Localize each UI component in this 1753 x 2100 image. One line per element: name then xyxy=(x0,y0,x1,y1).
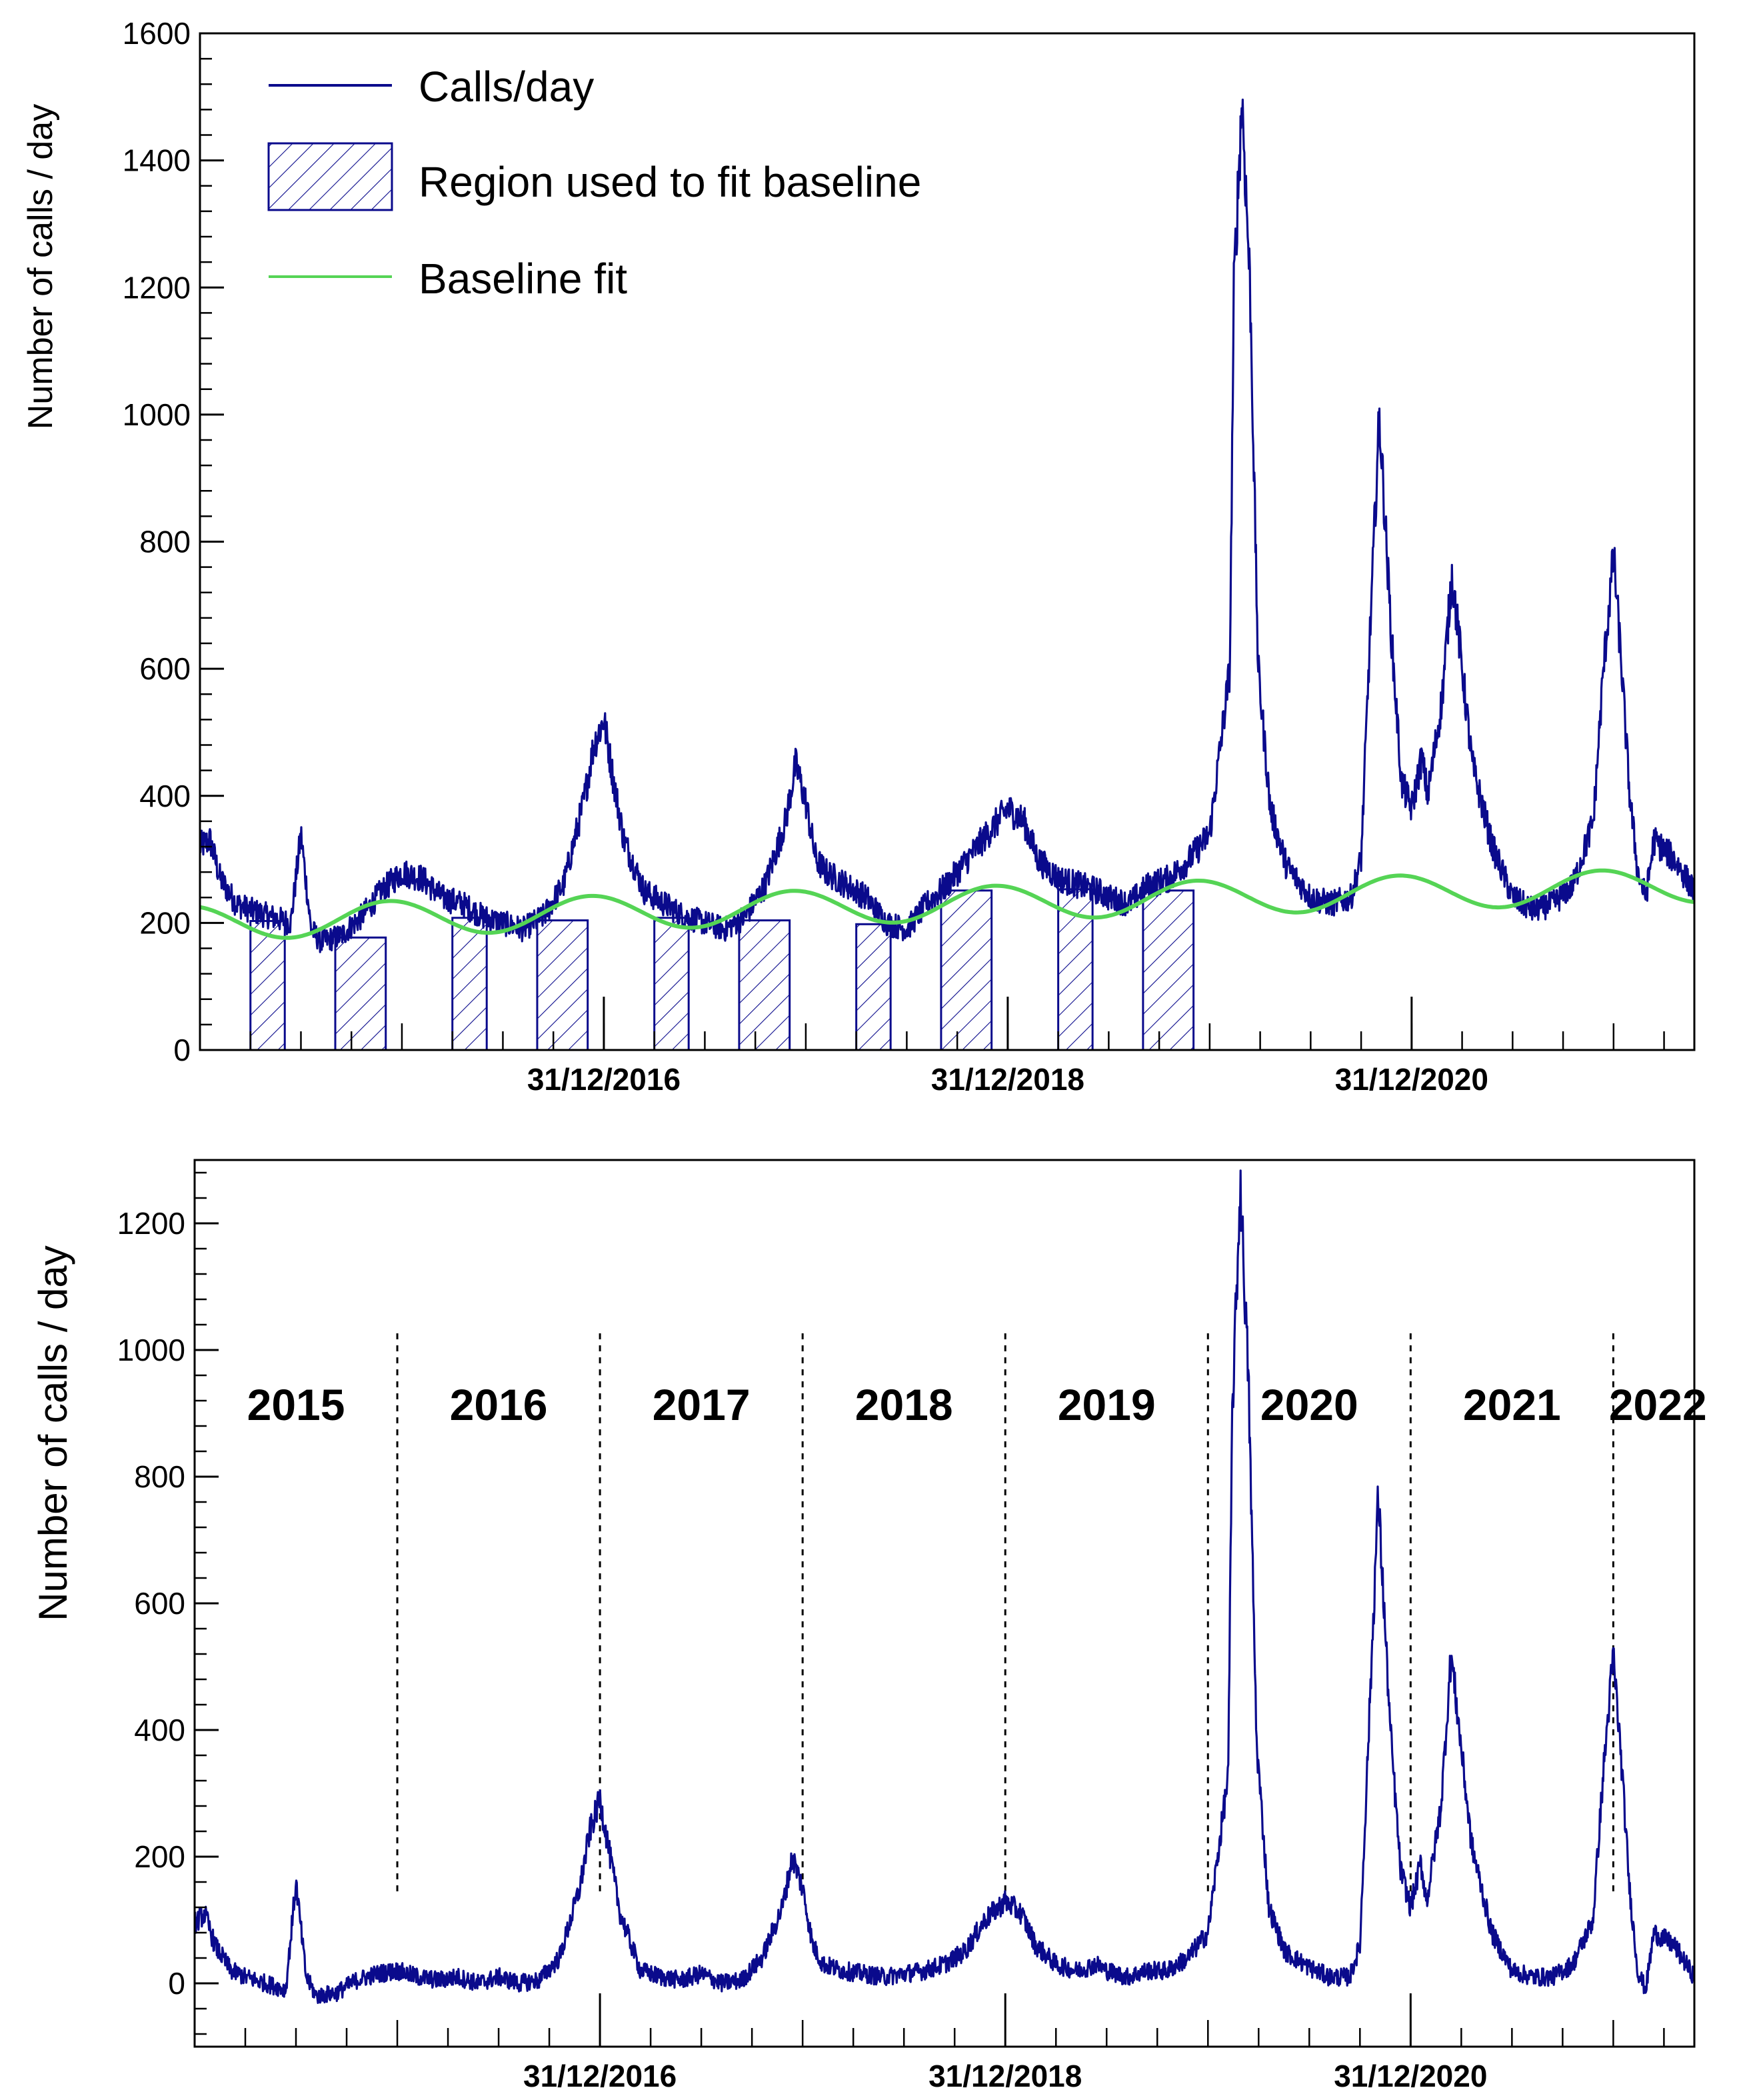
x-date-label: 31/12/2018 xyxy=(931,1062,1084,1097)
y-tick-label: 0 xyxy=(168,1966,185,2001)
x-date-label: 31/12/2016 xyxy=(523,2059,677,2093)
x-date-label: 31/12/2018 xyxy=(928,2059,1082,2093)
fit-region xyxy=(940,889,993,1051)
y-tick-label: 600 xyxy=(139,651,191,686)
year-boundaries-group xyxy=(396,1333,1614,1893)
y-tick-label: 800 xyxy=(139,525,191,559)
y-tick-label: 1200 xyxy=(117,1206,185,1241)
bottom-y-axis-title: Number of calls / day xyxy=(31,1245,75,1621)
bottom-axes-group: 0 200 400 600 800 1000 1200 31/12/2016 31/12/201… xyxy=(117,1171,1665,2093)
y-tick-label: 800 xyxy=(134,1459,185,1494)
bottom-calls-per-day-line xyxy=(195,1169,1694,2004)
year-label: 2018 xyxy=(855,1380,953,1429)
legend-hatch-swatch xyxy=(267,142,393,211)
year-label: 2017 xyxy=(653,1380,751,1429)
y-tick-label: 1200 xyxy=(123,270,191,305)
bottom-plot-frame xyxy=(193,1159,1696,2048)
y-tick-label: 600 xyxy=(134,1586,185,1621)
y-tick-label: 1600 xyxy=(123,16,191,51)
x-date-label: 31/12/2020 xyxy=(1334,2059,1487,2093)
fit-region xyxy=(451,917,488,1051)
top-axes-group: 0 200 400 600 800 1000 1200 1400 1600 31/12/2016 3… xyxy=(123,16,1665,1097)
fit-region xyxy=(738,919,791,1051)
y-tick-label: 200 xyxy=(139,905,191,940)
top-plot-frame xyxy=(199,32,1696,1051)
x-date-label: 31/12/2020 xyxy=(1335,1062,1488,1097)
y-tick-label: 0 xyxy=(173,1033,191,1067)
legend-label-calls: Calls/day xyxy=(419,63,594,111)
fit-region xyxy=(1142,889,1195,1051)
fit-region xyxy=(855,923,892,1051)
y-tick-label: 1000 xyxy=(117,1333,185,1367)
year-label: 2016 xyxy=(450,1380,548,1429)
y-tick-label: 1400 xyxy=(123,143,191,178)
y-tick-label: 400 xyxy=(134,1713,185,1747)
top-baseline-fit-line xyxy=(200,868,1694,940)
fit-region xyxy=(536,919,589,1051)
fit-regions-group xyxy=(249,888,1195,1051)
y-tick-label: 1000 xyxy=(123,397,191,432)
year-label: 2020 xyxy=(1260,1380,1358,1429)
fit-region xyxy=(653,917,690,1051)
top-calls-per-day-line xyxy=(200,98,1694,953)
bottom-panel: 2015 2016 2017 2018 2019 2020 2021 2022 0 200 400… xyxy=(31,1159,1707,2093)
year-label: 2021 xyxy=(1463,1380,1561,1429)
legend-label-fit: Baseline fit xyxy=(419,255,627,303)
fit-region xyxy=(334,936,387,1051)
year-label: 2019 xyxy=(1058,1380,1156,1429)
top-y-axis-title: Number of calls / day xyxy=(21,104,60,429)
x-date-label: 31/12/2016 xyxy=(527,1062,681,1097)
year-label: 2022 xyxy=(1609,1380,1707,1429)
fit-region xyxy=(249,920,286,1051)
year-label: 2015 xyxy=(247,1380,345,1429)
top-panel: 0 200 400 600 800 1000 1200 1400 1600 31/12/2016 3… xyxy=(21,16,1696,1097)
legend-label-region: Region used to fit baseline xyxy=(419,158,921,206)
year-labels-group: 2015 2016 2017 2018 2019 2020 2021 2022 xyxy=(247,1380,1707,1429)
y-tick-label: 200 xyxy=(134,1839,185,1874)
top-legend: Calls/day Region used to fit baseline Ba… xyxy=(267,63,921,303)
y-tick-label: 400 xyxy=(139,779,191,813)
